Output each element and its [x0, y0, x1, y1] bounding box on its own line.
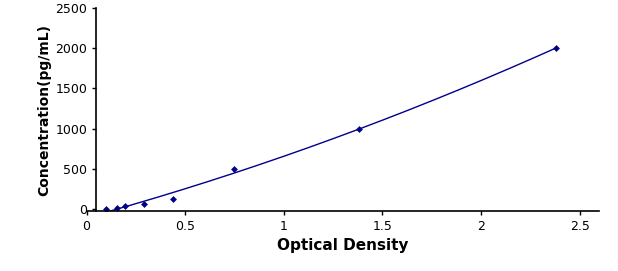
- Point: [139, 202, 149, 206]
- X-axis label: Optical Density: Optical Density: [277, 238, 408, 253]
- Point: [168, 197, 178, 201]
- Y-axis label: Concentration(pg/mL): Concentration(pg/mL): [37, 24, 51, 196]
- Point: [101, 207, 111, 211]
- Point: [121, 204, 130, 209]
- Point: [112, 206, 122, 210]
- Point: [354, 127, 364, 131]
- Point: [551, 46, 561, 50]
- Point: [229, 167, 239, 171]
